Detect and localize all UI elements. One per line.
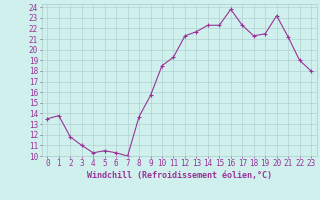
X-axis label: Windchill (Refroidissement éolien,°C): Windchill (Refroidissement éolien,°C) [87,171,272,180]
